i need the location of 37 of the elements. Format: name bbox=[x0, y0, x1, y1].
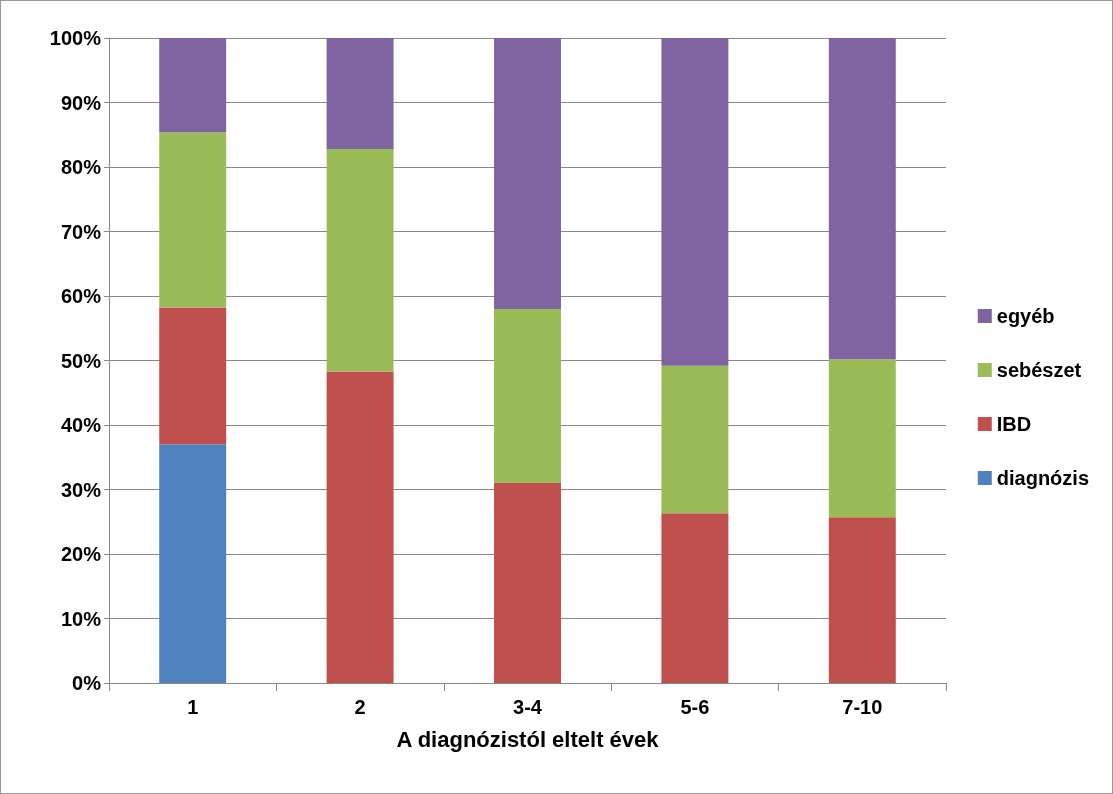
y-tick-label: 60% bbox=[60, 285, 102, 307]
y-tick-label: 10% bbox=[60, 607, 102, 630]
bar bbox=[326, 148, 394, 372]
legend-label: diagnózis bbox=[996, 467, 1090, 489]
legend-label: egyéb bbox=[996, 305, 1055, 327]
x-axis-title: A diagnózistól eltelt évek bbox=[396, 726, 660, 752]
bar bbox=[159, 132, 227, 308]
y-tick-label: 100% bbox=[49, 27, 102, 49]
x-tick-label: 3-4 bbox=[513, 696, 543, 718]
y-tick-label: 70% bbox=[60, 220, 102, 243]
bar bbox=[494, 38, 561, 309]
y-tick-label: 20% bbox=[60, 543, 102, 565]
y-tick-label: 80% bbox=[60, 156, 102, 178]
y-tick-label: 90% bbox=[60, 91, 102, 114]
x-tick-label: 1 bbox=[187, 696, 199, 718]
bar bbox=[828, 359, 896, 518]
bar bbox=[661, 365, 729, 514]
legend-label: IBD bbox=[996, 413, 1032, 435]
y-tick-label: 40% bbox=[60, 414, 102, 436]
bar bbox=[159, 307, 227, 445]
y-tick-label: 50% bbox=[60, 349, 102, 372]
y-tick-label: 0% bbox=[72, 672, 102, 694]
x-tick-label: 2 bbox=[354, 696, 366, 718]
bar bbox=[159, 38, 227, 133]
bar bbox=[494, 308, 561, 484]
bar bbox=[326, 38, 394, 149]
bar bbox=[661, 513, 729, 683]
y-tick-label: 30% bbox=[60, 478, 102, 501]
bar bbox=[828, 38, 896, 360]
bar bbox=[494, 483, 561, 683]
bar bbox=[326, 371, 394, 683]
legend-label: sebészet bbox=[996, 359, 1082, 381]
bar bbox=[661, 38, 729, 366]
x-tick-label: 7-10 bbox=[842, 696, 883, 718]
bar bbox=[159, 444, 227, 683]
bar bbox=[828, 517, 896, 683]
x-tick-label: 5-6 bbox=[680, 696, 710, 718]
